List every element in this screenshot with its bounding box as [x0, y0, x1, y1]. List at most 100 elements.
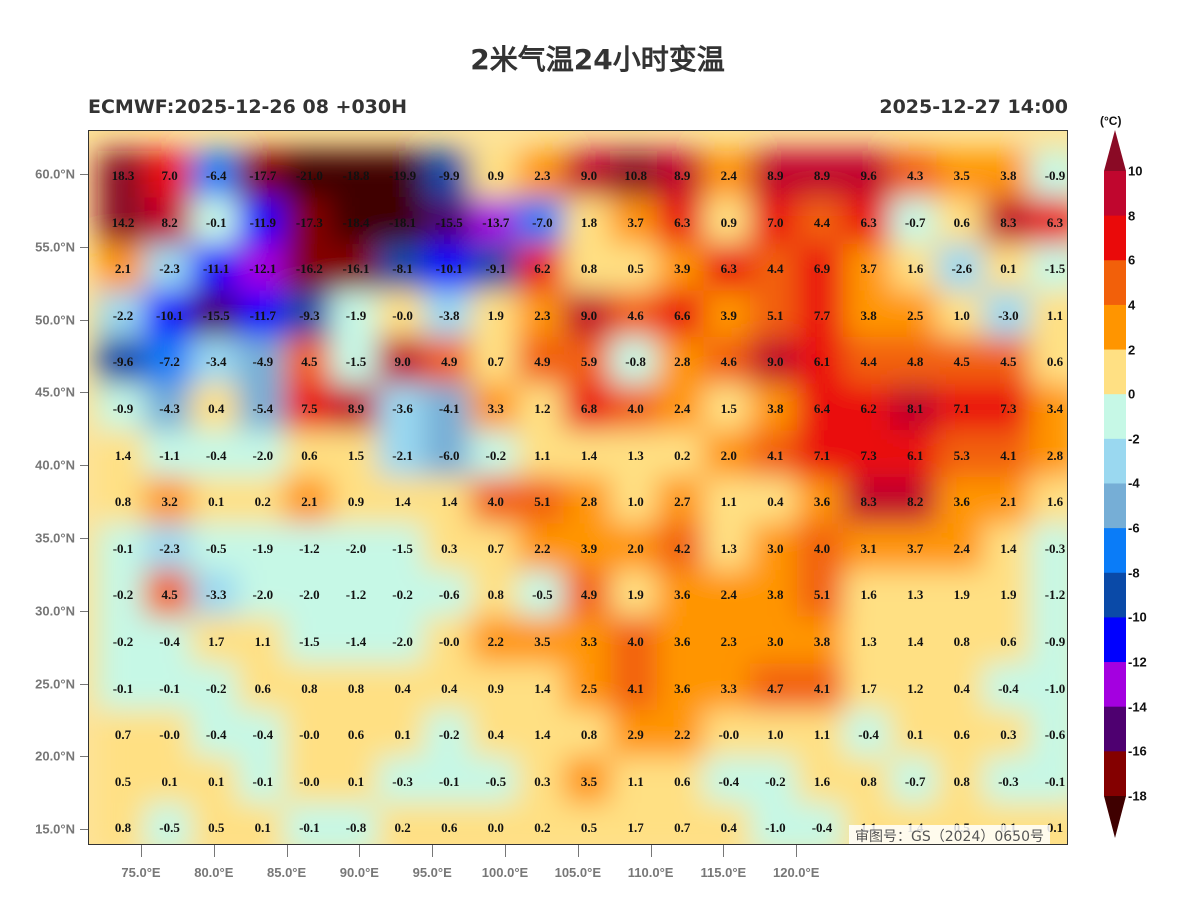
- field-cell: [796, 197, 848, 248]
- grid-value: 0.1: [208, 494, 225, 510]
- field-cell: [97, 197, 149, 248]
- grid-value: -1.0: [1044, 680, 1066, 696]
- grid-value: -2.0: [252, 587, 274, 603]
- grid-value: 1.0: [767, 727, 784, 743]
- latitude-tick: [80, 319, 88, 321]
- grid-value: -2.0: [252, 447, 274, 463]
- field-cell: [517, 337, 568, 388]
- latitude-tick: [80, 465, 88, 467]
- field-cell: [1029, 290, 1067, 342]
- valid-time-label: 2025-12-27 14:00: [879, 96, 1068, 118]
- field-cell: [284, 570, 335, 621]
- longitude-label: 100.0°E: [481, 865, 529, 880]
- field-cell: [330, 803, 382, 844]
- field-cell: [190, 290, 242, 342]
- field-cell: [889, 616, 941, 668]
- grid-value: -0.0: [159, 727, 180, 743]
- grid-value: 1.7: [627, 820, 644, 836]
- field-cell: [750, 197, 801, 248]
- grid-value: -11.7: [249, 307, 276, 323]
- field-cell: [517, 803, 568, 844]
- grid-value: -0.4: [858, 727, 879, 743]
- grid-value: -1.2: [345, 587, 367, 603]
- field-cell: [190, 709, 242, 761]
- field-cell: [284, 383, 335, 435]
- field-cell: [610, 430, 661, 481]
- field-cell: [750, 150, 801, 202]
- grid-value: 1.1: [813, 727, 831, 743]
- grid-value: 1.4: [441, 494, 458, 510]
- grid-value: 4.8: [907, 354, 924, 370]
- grid-value: 4.1: [1000, 447, 1017, 463]
- field-cell: [330, 383, 382, 435]
- grid-value: -0.4: [205, 447, 227, 463]
- grid-value: 2.2: [487, 634, 504, 649]
- field-cell: [983, 430, 1034, 481]
- grid-value: 3.7: [860, 261, 877, 277]
- latitude-label: 50.0°N: [35, 312, 75, 328]
- field-cell: [843, 709, 894, 761]
- grid-value: -0.1: [299, 820, 320, 836]
- colorbar-segment: [1104, 706, 1126, 752]
- colorbar-label: -10: [1128, 609, 1147, 625]
- grid-value: 6.3: [860, 214, 877, 230]
- grid-value: 0.3: [534, 773, 551, 789]
- field-cell: [889, 523, 941, 575]
- grid-value: 1.1: [627, 773, 644, 789]
- latitude-label: 15.0°N: [35, 821, 75, 837]
- grid-value: 1.1: [254, 634, 271, 649]
- grid-value: -0.1: [205, 214, 227, 230]
- field-cell: [144, 290, 195, 342]
- field-cell: [470, 709, 522, 761]
- grid-value: -0.9: [112, 401, 134, 416]
- field-cell: [889, 290, 941, 342]
- grid-value: 9.0: [580, 168, 598, 183]
- grid-value: 3.8: [767, 587, 784, 603]
- field-cell: [750, 290, 801, 342]
- field-cell: [889, 430, 941, 481]
- grid-value: 0.7: [487, 354, 504, 370]
- longitude-tick: [141, 845, 142, 857]
- field-cell: [1029, 476, 1067, 528]
- grid-value: -0.4: [159, 634, 180, 649]
- grid-value: 6.3: [720, 261, 737, 277]
- grid-value: 0.8: [301, 680, 318, 696]
- grid-value: -2.0: [299, 587, 320, 603]
- grid-value: -1.4: [345, 634, 367, 649]
- colorbar-label: -14: [1128, 699, 1147, 715]
- grid-value: -0.1: [112, 680, 134, 696]
- field-cell: [983, 337, 1034, 388]
- field-cell: [97, 616, 149, 668]
- grid-value: 0.8: [860, 773, 877, 789]
- field-cell: [377, 663, 428, 714]
- grid-value: -16.1: [342, 261, 370, 277]
- grid-value: 0.8: [580, 727, 598, 743]
- colorbar-label: 8: [1128, 208, 1136, 224]
- field-cell: [936, 337, 988, 388]
- grid-value: 6.8: [580, 401, 598, 416]
- field-cell: [284, 803, 335, 844]
- field-cell: [517, 383, 568, 435]
- latitude-label: 35.0°N: [35, 530, 75, 546]
- grid-value: -10.1: [435, 261, 463, 277]
- field-cell: [656, 197, 708, 248]
- field-cell: [517, 197, 568, 248]
- field-cell: [144, 523, 195, 575]
- grid-value: -0.2: [392, 587, 413, 603]
- grid-value: -0.0: [299, 773, 320, 789]
- longitude-tick: [505, 845, 506, 857]
- field-cell: [97, 663, 149, 714]
- grid-value: -3.8: [438, 307, 460, 323]
- field-cell: [983, 150, 1034, 202]
- field-cell: [889, 383, 941, 435]
- latitude-tick: [80, 610, 88, 612]
- field-cell: [843, 383, 894, 435]
- field-cell: [423, 803, 475, 844]
- grid-value: -0.9: [1044, 168, 1066, 183]
- grid-value: -6.4: [205, 168, 227, 183]
- grid-value: 4.7: [767, 680, 784, 696]
- field-cell: [330, 243, 382, 295]
- field-cell: [703, 150, 755, 202]
- grid-value: -0.8: [345, 820, 367, 836]
- grid-value: 3.6: [674, 680, 691, 696]
